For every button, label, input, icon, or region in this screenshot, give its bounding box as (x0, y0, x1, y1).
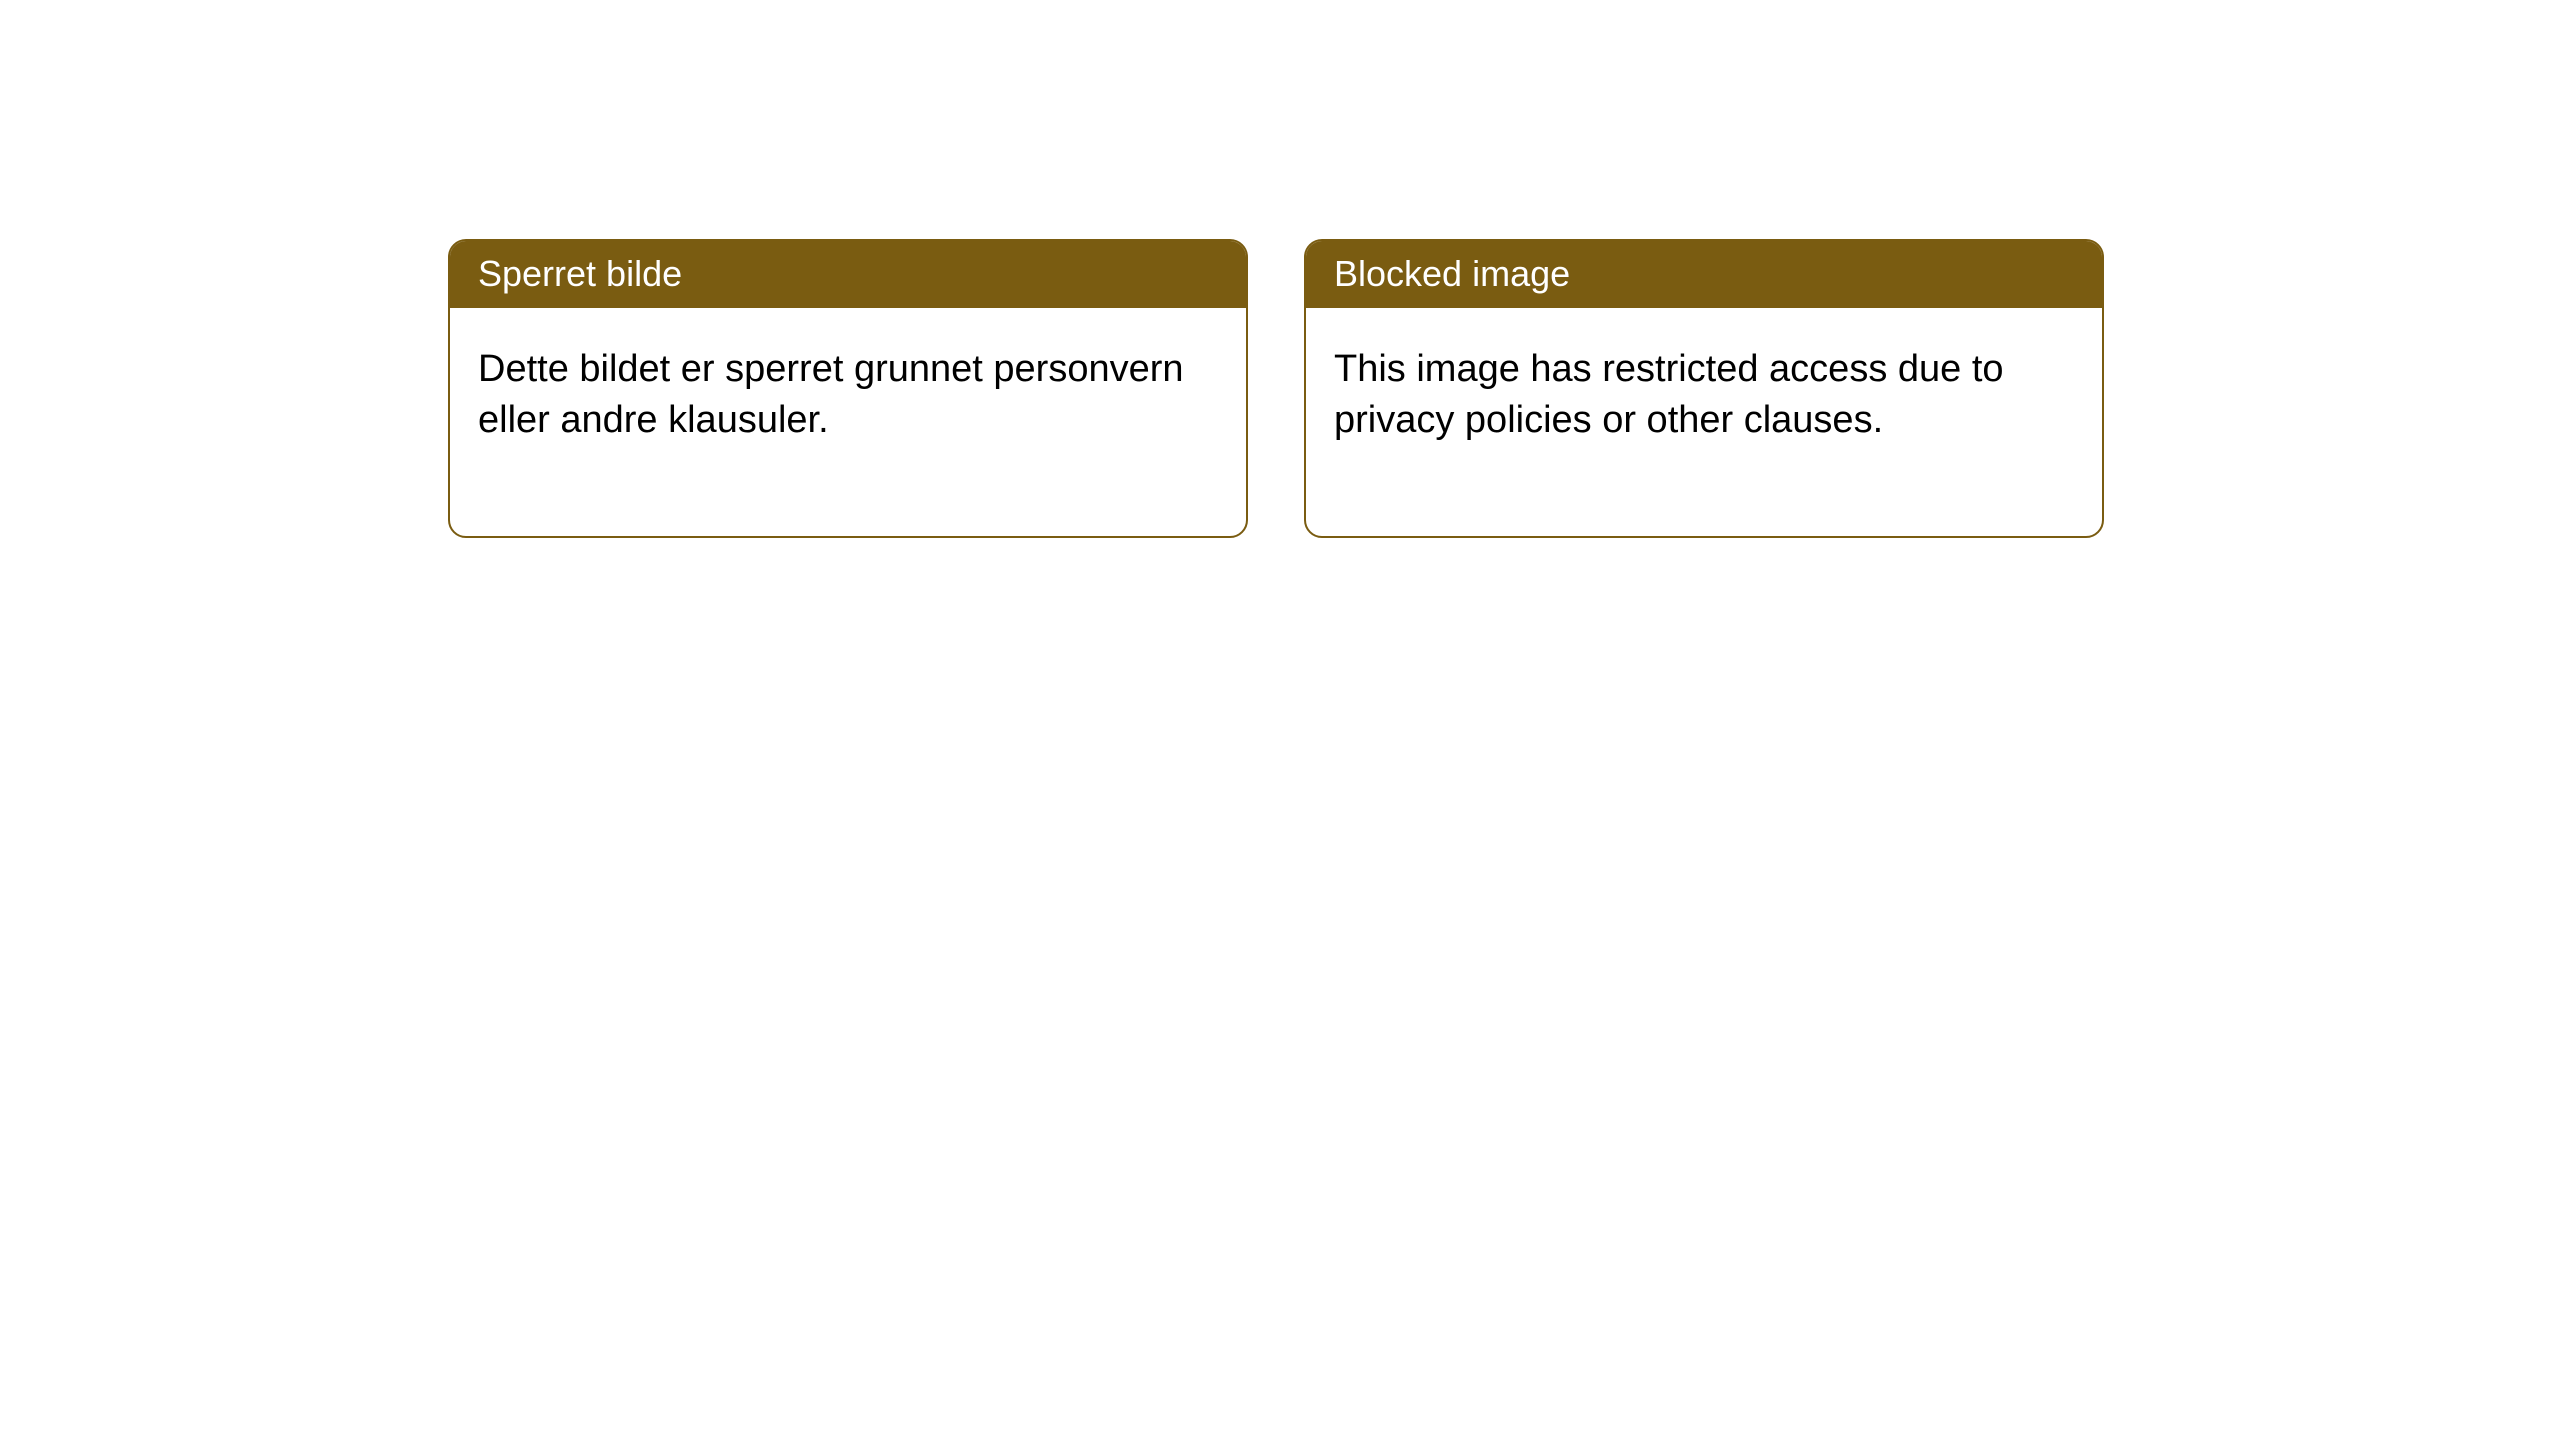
card-body-english: This image has restricted access due to … (1306, 308, 2102, 537)
card-body-norwegian: Dette bildet er sperret grunnet personve… (450, 308, 1246, 537)
notice-cards-row: Sperret bilde Dette bildet er sperret gr… (448, 239, 2104, 538)
notice-card-norwegian: Sperret bilde Dette bildet er sperret gr… (448, 239, 1248, 538)
card-header-norwegian: Sperret bilde (450, 241, 1246, 308)
card-header-english: Blocked image (1306, 241, 2102, 308)
notice-card-english: Blocked image This image has restricted … (1304, 239, 2104, 538)
